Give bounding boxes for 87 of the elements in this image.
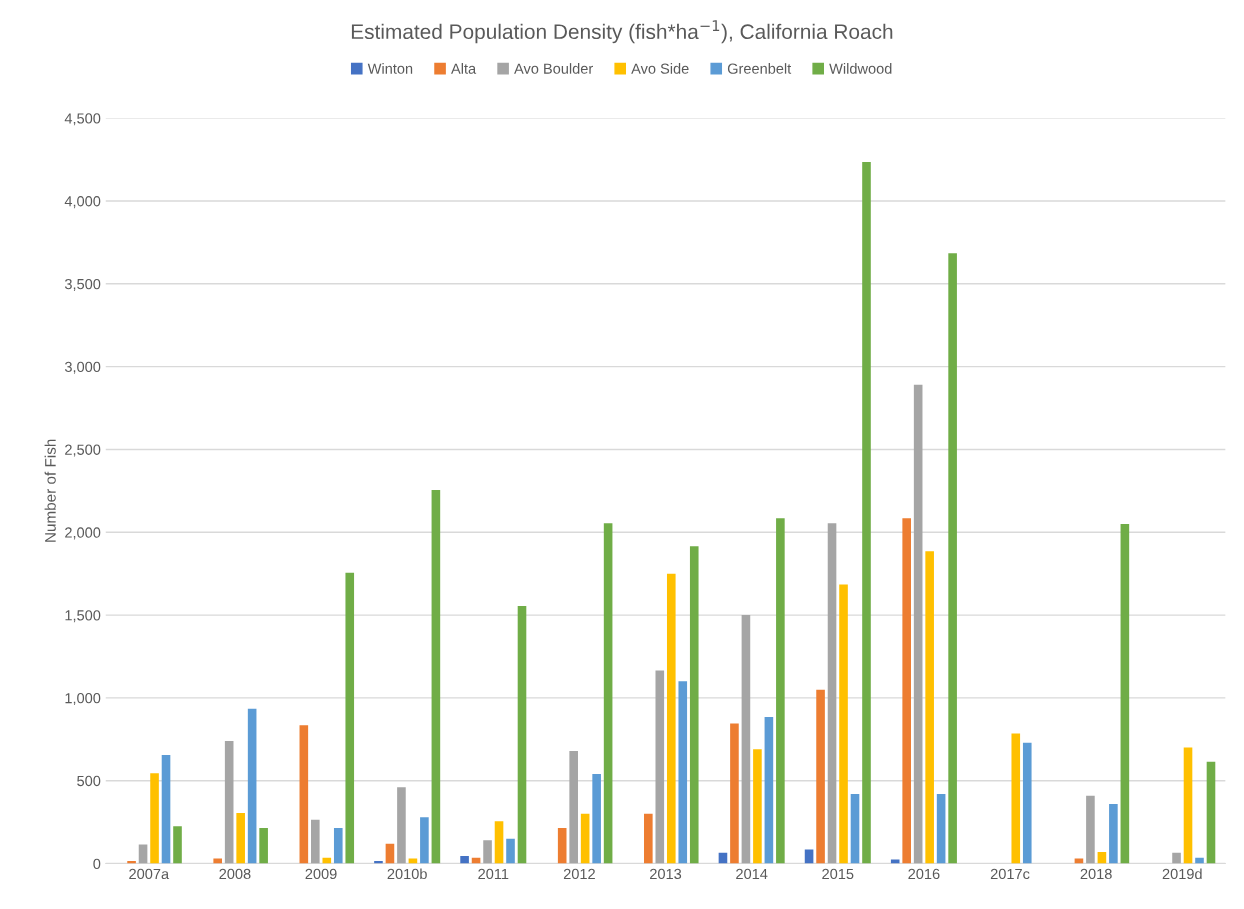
bar <box>460 856 469 864</box>
bar <box>236 813 245 864</box>
bar <box>1022 742 1032 864</box>
bar <box>259 827 268 864</box>
x-tick-label: 2008 <box>219 868 251 880</box>
bar <box>322 857 332 864</box>
bar <box>569 750 578 864</box>
bar <box>483 840 492 864</box>
bar <box>689 546 699 864</box>
x-tick-label: 2018 <box>1080 868 1112 880</box>
bar <box>1206 761 1216 864</box>
bar <box>1120 523 1130 864</box>
bar <box>816 689 825 864</box>
y-tick-label: 3,500 <box>64 278 101 291</box>
chart-title: Estimated Population Density (fish*ha$^{−1}$), California Roach <box>351 20 893 44</box>
y-tick-label: 2,500 <box>65 444 101 457</box>
bar <box>1086 795 1095 864</box>
bar <box>913 384 923 864</box>
bar <box>862 162 871 864</box>
bar <box>345 572 355 864</box>
y-tick-label: 0 <box>93 858 101 869</box>
y-tick-label: 4,500 <box>64 113 101 126</box>
x-tick-label: 2009 <box>305 868 337 880</box>
bar <box>494 821 504 864</box>
bar <box>224 740 234 864</box>
bar <box>420 817 429 864</box>
bar <box>730 723 739 864</box>
y-tick-label: 3,000 <box>64 361 101 374</box>
x-tick-label: 2017c <box>990 868 1030 880</box>
legend-label: Avo Side <box>631 63 689 74</box>
y-tick-label: 4,000 <box>64 196 101 209</box>
bar <box>839 584 848 864</box>
legend-label: Winton <box>367 63 413 74</box>
bar <box>936 793 946 864</box>
bar <box>753 749 762 864</box>
bar <box>827 523 837 864</box>
bar <box>1011 733 1021 864</box>
bar <box>741 615 751 864</box>
bar <box>1172 852 1181 864</box>
bar <box>299 725 309 864</box>
y-tick-label: 1,500 <box>65 610 101 623</box>
x-tick-label: 2007a <box>129 868 170 880</box>
bar <box>890 859 900 864</box>
bar <box>666 573 676 864</box>
bar <box>592 774 601 864</box>
legend-label: Greenbelt <box>727 63 792 74</box>
bar <box>804 849 814 864</box>
bar <box>311 819 320 864</box>
legend-label: Wildwood <box>829 63 892 74</box>
bar <box>776 518 785 864</box>
bar <box>161 755 171 864</box>
x-tick-label: 2011 <box>478 868 509 880</box>
x-tick-label: 2013 <box>650 868 682 880</box>
bar <box>948 253 957 864</box>
x-tick-label: 2012 <box>563 868 595 880</box>
bar <box>1195 857 1204 864</box>
bar <box>1109 803 1118 864</box>
bar <box>655 670 665 864</box>
bar <box>333 827 343 864</box>
x-tick-label: 2010b <box>387 868 427 880</box>
bar <box>173 826 182 864</box>
bar <box>925 551 934 864</box>
bar <box>397 787 406 864</box>
bar <box>644 813 653 864</box>
bar <box>506 838 515 864</box>
bar <box>431 490 441 864</box>
y-tick-label: 2,000 <box>65 527 101 540</box>
bar <box>603 523 613 864</box>
bar <box>764 716 774 864</box>
bar <box>1183 747 1193 864</box>
bar <box>902 518 911 864</box>
bar <box>150 773 159 864</box>
bar <box>850 793 860 864</box>
legend-label: Avo Boulder <box>514 63 593 74</box>
bar <box>557 827 567 864</box>
x-tick-label: 2019d <box>1162 868 1202 880</box>
x-tick-label: 2015 <box>822 868 854 880</box>
x-tick-label: 2014 <box>736 868 768 880</box>
x-tick-label: 2016 <box>908 868 940 880</box>
legend-label: Alta <box>451 63 477 74</box>
bar <box>580 813 590 864</box>
y-tick-label: 500 <box>77 775 101 787</box>
bar <box>247 708 257 864</box>
y-tick-label: 1,000 <box>65 693 101 706</box>
y-axis-title: Number of Fish <box>44 439 56 542</box>
bar <box>517 605 527 864</box>
bar <box>678 681 688 864</box>
